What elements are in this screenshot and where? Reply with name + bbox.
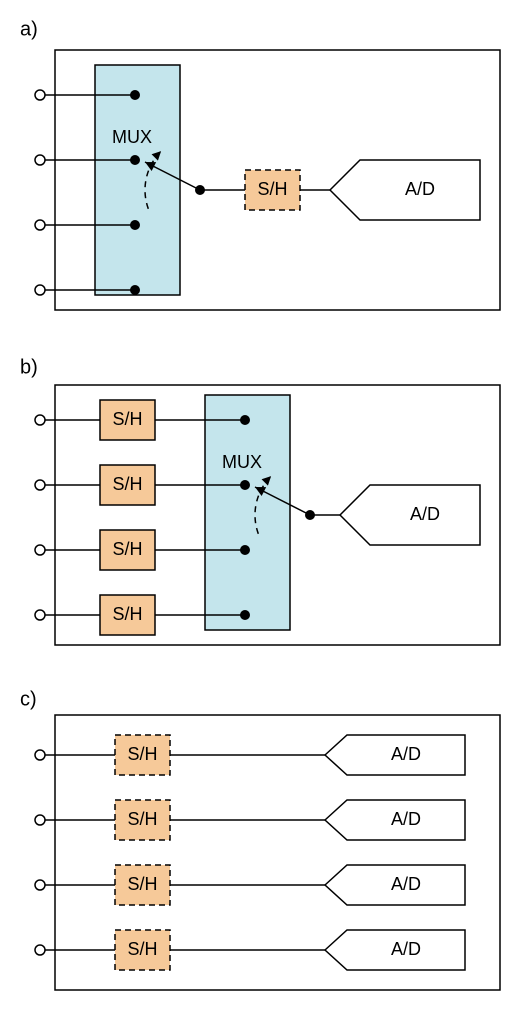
node [241, 611, 250, 620]
node [35, 480, 45, 490]
node [35, 880, 45, 890]
label-text: S/H [257, 179, 287, 199]
node [35, 945, 45, 955]
mux-box-a [95, 65, 180, 295]
node [241, 481, 250, 490]
label-text: S/H [127, 809, 157, 829]
node [35, 90, 45, 100]
label-text: S/H [112, 474, 142, 494]
node [131, 91, 140, 100]
node [35, 220, 45, 230]
label-text: S/H [127, 744, 157, 764]
mux-label-b: MUX [222, 452, 262, 472]
label-text: S/H [127, 874, 157, 894]
label-text: S/H [112, 604, 142, 624]
node [35, 815, 45, 825]
node [35, 155, 45, 165]
mux-label-a: MUX [112, 127, 152, 147]
node [35, 285, 45, 295]
label-text: A/D [405, 179, 435, 199]
label-text: S/H [112, 539, 142, 559]
node [241, 416, 250, 425]
panel-b-label: b) [20, 356, 38, 378]
label-text: A/D [410, 504, 440, 524]
node [241, 546, 250, 555]
label-text: S/H [127, 939, 157, 959]
panel-c-label: c) [20, 688, 37, 710]
mux-box-b [205, 395, 290, 630]
panel-a-label: a) [20, 18, 38, 40]
node [131, 156, 140, 165]
node [131, 286, 140, 295]
label-text: A/D [391, 744, 421, 764]
label-text: A/D [391, 809, 421, 829]
node [35, 545, 45, 555]
node [35, 610, 45, 620]
node [131, 221, 140, 230]
label-text: A/D [391, 939, 421, 959]
label-text: S/H [112, 409, 142, 429]
node [35, 750, 45, 760]
node [35, 415, 45, 425]
label-text: A/D [391, 874, 421, 894]
